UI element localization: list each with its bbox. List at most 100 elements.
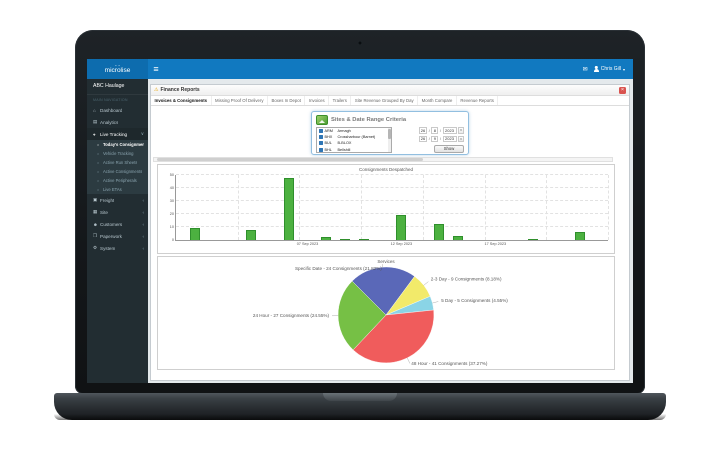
show-button[interactable]: Show [434, 145, 464, 153]
site-checkbox[interactable] [318, 141, 323, 146]
sidebar-item-today-s-consignments[interactable]: ○Today's Consignments [87, 140, 148, 149]
bar-01-sep-2023[interactable] [189, 228, 200, 240]
bar-09-sep-2023[interactable] [340, 238, 351, 240]
y-axis-tick-label: 0 [171, 238, 174, 242]
sidebar-item-live-tracking[interactable]: ⌖ Live Tracking ∨ [87, 128, 148, 140]
tab-missing-proof-of-delivery[interactable]: Missing Proof Of Delivery [212, 96, 269, 105]
sidebar-item-system[interactable]: ⚙ System ‹ [87, 242, 148, 254]
gear-icon: ⚙ [93, 245, 98, 250]
scrollbar-thumb[interactable] [157, 158, 423, 161]
warning-icon: ⚠ [154, 87, 159, 93]
close-button[interactable]: × [619, 86, 626, 94]
tab-trailers[interactable]: Trailers [329, 96, 352, 105]
tab-revenue-reports[interactable]: Revenue Reports [457, 96, 499, 105]
main-content: ⚠ Finance Reports × Invoices & Consignme… [148, 79, 633, 383]
site-checkbox[interactable] [318, 129, 323, 134]
sidebar-item-analytics[interactable]: ▤ Analytics [87, 116, 148, 128]
gridline [608, 175, 609, 240]
horizontal-scrollbar[interactable] [153, 157, 613, 162]
date-year-field[interactable]: 2023 [442, 127, 457, 134]
tab-boxes-in-depot[interactable]: Boxes In Depot [268, 96, 306, 105]
pie-chart-panel: Services Specific Date - 24 Consignments… [157, 256, 615, 370]
criteria-body: ARM Armagh BHX Crossharbour (Barnet) BUL B-BL… [316, 127, 464, 153]
laptop-notch [323, 393, 397, 401]
site-row-arm[interactable]: ARM Armagh [317, 128, 391, 134]
chevron-collapsed-icon: ‹ [142, 245, 145, 251]
date-day-field[interactable]: 26 [418, 127, 428, 134]
site-name: Crossharbour (Barnet) [337, 135, 376, 140]
report-body: Sites & Date Range Criteria ARM Armagh BHX… [151, 106, 629, 380]
sidebar-item-vehicle-tracking[interactable]: ○ Vehicle Tracking [87, 149, 148, 158]
criteria-header: Sites & Date Range Criteria [316, 115, 464, 125]
site-checkbox[interactable] [318, 147, 323, 152]
date-month-field[interactable]: 9 [431, 135, 439, 142]
sidebar-item-dashboard[interactable]: ⌂ Dashboard [87, 104, 148, 116]
site-row-bhl[interactable]: BHL Bellshill [317, 147, 391, 152]
scrollbar-thumb[interactable] [388, 129, 391, 139]
sidebar-section-header: MAIN NAVIGATION [93, 98, 128, 102]
sidebar-item-active-run-sheets[interactable]: ○ Active Run Sheets [87, 158, 148, 167]
date-dropdown-icon[interactable]: ∨ [458, 135, 464, 142]
bar-15-sep-2023[interactable] [452, 236, 463, 240]
pie-slice-specific-date[interactable] [351, 266, 415, 316]
sidebar-item-label: Active Run Sheets [103, 160, 138, 165]
sidebar-item-active-peripherals[interactable]: ○ Active Peripherals [87, 176, 148, 185]
pie-slice-label: 48 Hour - 41 Consignments (37.27%) [411, 361, 488, 366]
x-axis-tick-label: 07 Sep 2023 [296, 241, 319, 246]
bar-21-sep-2023[interactable] [574, 232, 585, 240]
bar-04-sep-2023[interactable] [246, 229, 257, 240]
site-name: Bellshill [337, 147, 351, 152]
top-navbar: ⌃⌃ microlise ≡ ✉ Chris Gill ▾ [87, 59, 633, 79]
gridline [299, 175, 301, 240]
site-row-bul[interactable]: BUL B-BLOX [317, 140, 391, 146]
bar-19-sep-2023[interactable] [527, 238, 538, 240]
sidebar-item-label: Dashboard [100, 107, 123, 113]
user-menu[interactable]: Chris Gill ▾ [593, 66, 625, 72]
tab-site-revenue-grouped-by-day[interactable]: Site Revenue Grouped By Day [351, 96, 419, 105]
sidebar-item-paperwork[interactable]: ❒ Paperwork ‹ [87, 230, 148, 242]
laptop-base [54, 393, 666, 420]
date-month-field[interactable]: 8 [431, 127, 439, 134]
sidebar-item-active-consignments[interactable]: ○ Active Consignments [87, 167, 148, 176]
site-checkbox[interactable] [318, 135, 323, 140]
users-icon: ☻ [93, 221, 98, 227]
date-day-field[interactable]: 26 [418, 135, 428, 142]
date-dropdown-icon[interactable]: ∨ [458, 127, 464, 134]
pie-slice-24-hour[interactable] [337, 280, 387, 351]
bar-06-sep-2023[interactable] [283, 177, 294, 240]
site-listbox[interactable]: ARM Armagh BHX Crossharbour (Barnet) BUL B-BL… [316, 127, 392, 153]
tab-invoices[interactable]: Invoices [305, 96, 330, 105]
sidebar-item-site[interactable]: ▦ Site ‹ [87, 206, 148, 218]
company-name: ABC Haulage [87, 79, 148, 95]
tab-month-compare[interactable]: Month Compare [418, 96, 457, 105]
sidebar-item-live-etas[interactable]: ○ Live ETAs [87, 185, 148, 194]
date-year-field[interactable]: 2023 [442, 135, 457, 142]
pie-slice-label: Specific Date - 24 Consignments (21.82%) [295, 266, 382, 271]
site-name: B-BLOX [337, 141, 352, 146]
gridline [176, 213, 608, 214]
site-code: BUL [324, 141, 332, 146]
sidebar-item-freight[interactable]: ▣ Freight ‹ [87, 194, 148, 206]
tab-invoices-consignments[interactable]: Invoices & Consignments [151, 96, 212, 105]
bar-12-sep-2023[interactable] [396, 215, 407, 240]
pie-slice-48-hour[interactable] [352, 309, 435, 364]
messages-icon[interactable]: ✉ [582, 66, 588, 73]
circle-icon: ○ [97, 187, 100, 192]
site-row-bhx[interactable]: BHX Crossharbour (Barnet) [317, 134, 391, 140]
site-code: BHX [324, 135, 333, 140]
date-to-row: 26/9/2023 ∨ [398, 135, 464, 142]
bar-14-sep-2023[interactable] [433, 224, 444, 240]
date-separator: / [428, 127, 430, 133]
user-icon [593, 66, 599, 72]
sidebar-toggle-button[interactable]: ≡ [153, 64, 159, 74]
brand-logo[interactable]: ⌃⌃ microlise [87, 59, 148, 79]
bar-08-sep-2023[interactable] [321, 237, 332, 240]
sidebar-item-label: Active Peripherals [103, 178, 137, 183]
sidebar-item-label: Freight [100, 197, 115, 203]
date-range-controls: 26/8/2023 ∨ 26/9/2023 ∨ Show [398, 127, 464, 153]
site-list-scrollbar[interactable] [388, 128, 391, 152]
bar-10-sep-2023[interactable] [358, 238, 369, 240]
gridline [176, 174, 608, 175]
map-marker-icon: ⌖ [93, 131, 96, 137]
sidebar-item-customers[interactable]: ☻ Customers ‹ [87, 218, 148, 230]
